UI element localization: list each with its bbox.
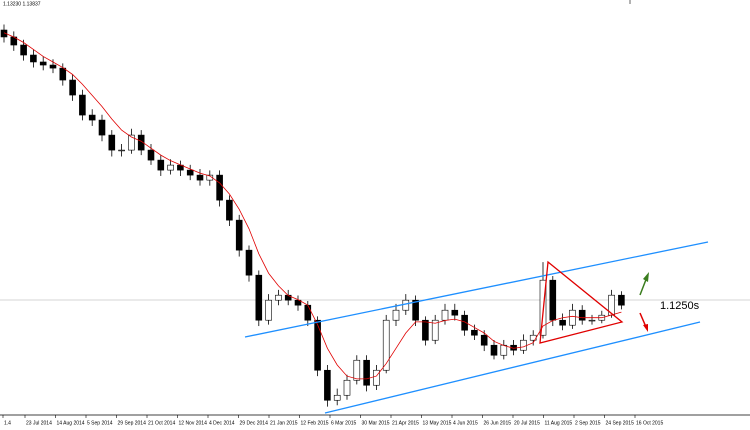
candle-body [471, 329, 478, 336]
candle-body [98, 119, 106, 136]
candle-body [137, 134, 145, 151]
candle-body [520, 339, 527, 351]
candle-body [108, 134, 116, 151]
candle-body [549, 279, 557, 321]
candle-body [265, 299, 272, 321]
candle-body [30, 54, 37, 63]
channel-upper [244, 241, 709, 338]
candle-body [451, 309, 459, 316]
candle-body [569, 309, 576, 326]
plot [0, 24, 625, 407]
candle-body [79, 94, 86, 116]
triangle [539, 260, 624, 344]
x-tick-label: 30 Mar 2015 [362, 420, 390, 426]
candle-body [255, 274, 263, 321]
candle-body [324, 369, 331, 401]
candle-body [392, 309, 400, 321]
x-tick-label: 21 Apr 2015 [392, 420, 419, 426]
x-tick-label: 16 Oct 2015 [636, 420, 663, 426]
candle-body [245, 249, 253, 276]
x-tick-label: 4 Jun 2015 [453, 420, 478, 426]
moving-average [3, 32, 622, 380]
candle-body [186, 169, 194, 176]
candle-body [167, 164, 174, 171]
candle-body [588, 319, 596, 322]
x-tick-label: 26 Jun 2015 [484, 420, 512, 426]
candle-body [441, 309, 449, 321]
candle-body [0, 29, 8, 38]
x-tick-label: 11 Aug 2015 [545, 420, 573, 426]
candle-body [59, 67, 67, 81]
x-tick-label: 20 Jul 2015 [514, 420, 540, 426]
candle-body [490, 344, 498, 356]
x-tick-label: 4 Dec 2014 [209, 420, 235, 426]
candle-body [275, 294, 282, 301]
candle-body [294, 299, 302, 306]
candle-body [235, 219, 243, 251]
candle-body [39, 61, 47, 66]
x-tick-label: 29 Sep 2014 [118, 420, 147, 426]
channel-lower [324, 321, 701, 414]
candle-body [353, 359, 361, 381]
x-tick-label: 21 Jan 2015 [270, 420, 298, 426]
candle-body [128, 134, 135, 151]
x-tick-label: 12 Feb 2015 [301, 420, 329, 426]
candle-body [373, 369, 380, 386]
candle-body [431, 319, 439, 341]
x-tick-label: 13 May 2015 [423, 420, 452, 426]
candle-body [618, 294, 625, 306]
candle-body [118, 149, 125, 152]
candle-body [226, 199, 233, 221]
x-tick-label: 5 Sep 2014 [87, 420, 113, 426]
candle-body [382, 319, 390, 371]
candle-body [196, 174, 204, 181]
arrow-up-head [643, 272, 649, 282]
candle-body [480, 334, 488, 346]
x-tick-label: 12 Nov 2014 [179, 420, 208, 426]
x-tick-label: 1.4 [4, 420, 11, 426]
candle-body [49, 64, 57, 69]
candle-body [461, 314, 468, 331]
candle-body [363, 359, 370, 386]
x-tick-label: 24 Sep 2015 [606, 420, 635, 426]
x-tick-label: 6 Mar 2015 [331, 420, 357, 426]
candle-body [402, 299, 410, 311]
arrow-down-head [643, 324, 648, 332]
candle-body [314, 319, 321, 371]
candle-body [333, 394, 341, 401]
candle-body [216, 174, 223, 201]
candle-body [157, 159, 165, 171]
candle-body [500, 344, 508, 356]
x-tick-label: 2 Sep 2015 [575, 420, 601, 426]
candle-body [412, 299, 419, 321]
level-label: 1.1250s [660, 300, 700, 312]
candle-body [88, 114, 96, 121]
x-tick-label: 14 Aug 2014 [57, 420, 85, 426]
candle-body [69, 79, 76, 96]
candle-body [422, 319, 429, 341]
candle-body [147, 149, 155, 161]
candle-body [20, 44, 27, 56]
candle-body [343, 379, 351, 396]
candle-body [559, 319, 566, 326]
candle-body [304, 304, 312, 321]
x-tick-label: 29 Dec 2014 [240, 420, 269, 426]
x-tick-label: 21 Oct 2014 [148, 420, 175, 426]
candle-body [578, 309, 586, 321]
x-tick-label: 23 Jul 2014 [26, 420, 52, 426]
header: 1.13230 1.13837 [3, 1, 41, 7]
